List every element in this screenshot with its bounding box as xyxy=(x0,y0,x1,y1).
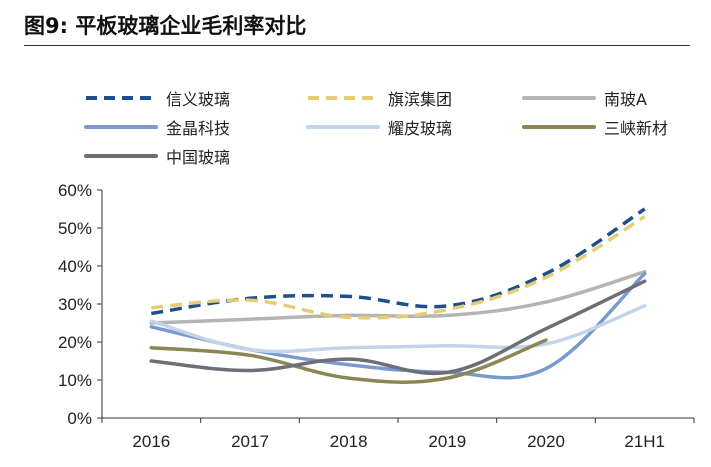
y-tick-label: 20% xyxy=(58,333,92,352)
legend-swatch xyxy=(308,96,378,100)
chart-title: 图9: 平板玻璃企业毛利率对比 xyxy=(24,14,307,38)
legend-swatch xyxy=(522,96,596,100)
legend-label: 中国玻璃 xyxy=(166,148,231,167)
legend-label: 三峡新材 xyxy=(604,119,669,138)
series-line-5 xyxy=(149,304,647,354)
x-tick-label: 2018 xyxy=(330,432,368,451)
legend-swatch xyxy=(84,125,158,129)
x-tick-label: 2016 xyxy=(132,432,170,451)
legend-item: 信义玻璃 xyxy=(84,86,230,110)
legend-label: 信义玻璃 xyxy=(166,90,231,109)
series-line-1 xyxy=(151,207,646,316)
x-tick-label: 2017 xyxy=(231,432,269,451)
legend-label: 南玻A xyxy=(604,90,647,109)
y-tick-label: 50% xyxy=(58,219,92,238)
legend-swatch xyxy=(306,125,380,129)
x-tick-label: 2020 xyxy=(527,432,565,451)
legend-item: 耀皮玻璃 xyxy=(306,115,452,139)
series-line-4 xyxy=(149,271,647,380)
series-line-2 xyxy=(151,215,646,320)
title-divider xyxy=(24,45,690,46)
x-tick-label: 21H1 xyxy=(624,432,665,451)
legend-label: 耀皮玻璃 xyxy=(388,119,453,138)
series-line-6 xyxy=(149,338,548,384)
y-tick-label: 40% xyxy=(58,257,92,276)
legend-item: 南玻A xyxy=(522,86,647,110)
legend-item: 中国玻璃 xyxy=(84,144,230,168)
legend-swatch xyxy=(86,96,156,100)
legend-item: 三峡新材 xyxy=(522,115,668,139)
legend-item: 旗滨集团 xyxy=(306,86,452,110)
legend-swatch xyxy=(84,154,158,158)
y-tick-label: 60% xyxy=(58,181,92,200)
y-tick-label: 0% xyxy=(67,409,92,428)
legend-label: 旗滨集团 xyxy=(388,90,453,109)
y-tick-label: 30% xyxy=(58,295,92,314)
y-tick-label: 10% xyxy=(58,371,92,390)
legend-label: 金晶科技 xyxy=(166,119,231,138)
chart-legend: 信义玻璃 旗滨集团 南玻A 金晶科技 耀皮玻璃 三峡新材中国玻璃 xyxy=(84,86,704,176)
legend-swatch xyxy=(522,125,596,129)
legend-item: 金晶科技 xyxy=(84,115,230,139)
chart-header: 图9: 平板玻璃企业毛利率对比 xyxy=(0,0,711,46)
series-line-7 xyxy=(149,279,647,376)
x-tick-label: 2019 xyxy=(428,432,466,451)
